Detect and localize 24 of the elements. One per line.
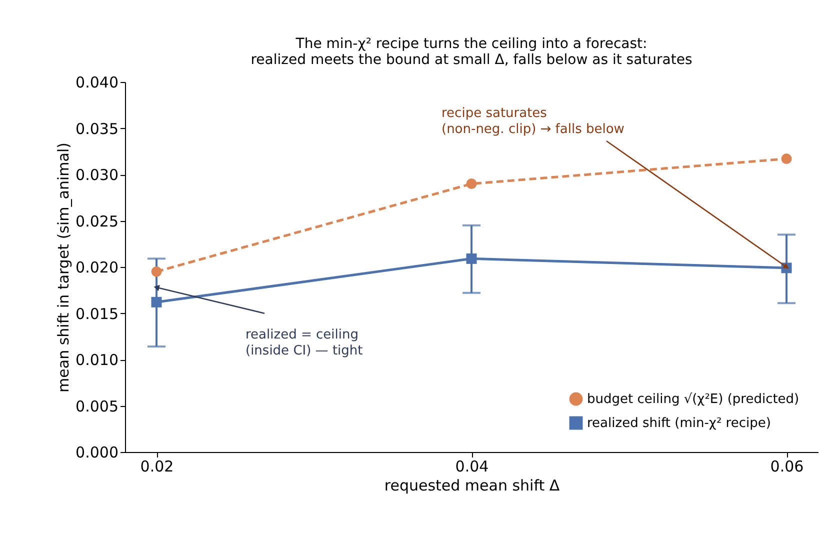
y-tick-label: 0.035	[76, 120, 118, 138]
y-tick-label: 0.020	[76, 258, 118, 276]
y-tick-label: 0.025	[76, 212, 118, 230]
legend-label: realized shift (min-χ² recipe)	[587, 416, 771, 431]
point	[466, 253, 477, 264]
chart-title: The min-χ² recipe turns the ceiling into a forecast: realized meets the bound at small Δ, falls below as it saturates	[250, 36, 692, 68]
x-tick-label: 0.04	[455, 458, 489, 476]
y-tick-label: 0.040	[76, 74, 118, 92]
point	[151, 296, 162, 308]
x-tick-label: 0.06	[770, 458, 804, 476]
y-tick-label: 0.015	[76, 304, 118, 323]
x-tick-label: 0.02	[140, 458, 174, 476]
y-tick-label: 0.010	[76, 351, 118, 369]
annotation: realized = ceiling (inside CI) — tight	[246, 327, 363, 358]
point	[781, 154, 792, 164]
y-axis-title: mean shift in target (sim_animal)	[54, 142, 73, 392]
x-axis-title: requested mean shift Δ	[384, 476, 560, 494]
legend-label: budget ceiling √(χ²E) (predicted)	[587, 392, 800, 407]
y-tick-label: 0.000	[76, 444, 118, 462]
point	[151, 266, 162, 277]
y-tick-label: 0.005	[76, 397, 118, 416]
point	[466, 178, 477, 189]
annotation: recipe saturates (non-neg. clip) → falls below	[442, 106, 625, 137]
y-tick-label: 0.030	[76, 166, 118, 184]
